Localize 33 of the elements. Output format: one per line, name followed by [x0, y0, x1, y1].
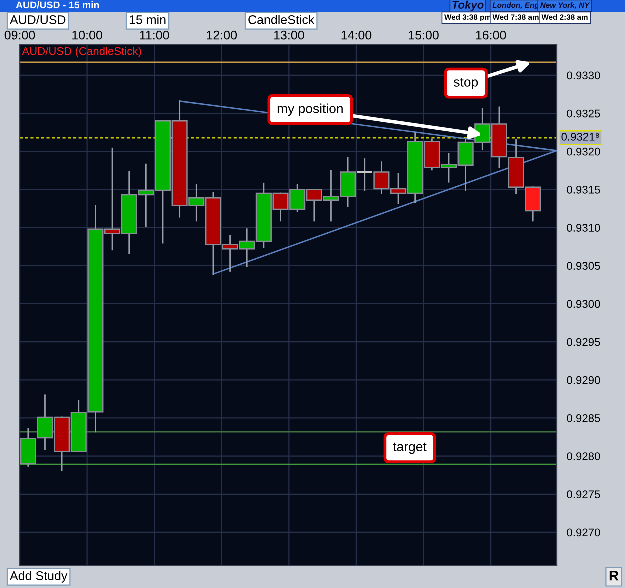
y-tick-label: 0.9285: [567, 414, 600, 422]
y-tick-label: 0.9270: [567, 528, 600, 537]
x-tick-label: 11:00: [140, 30, 170, 40]
y-tick-label: 0.9280: [567, 452, 600, 460]
y-tick-label: 0.9310: [567, 224, 600, 232]
y-tick-label: 0.9325: [567, 110, 600, 118]
text: 15 min: [130, 15, 166, 24]
y-tick-label: 0.9320: [567, 148, 600, 156]
x-tick-label: 13:00: [274, 30, 304, 40]
x-tick-label: 12:00: [207, 30, 238, 40]
chart-subtitle: AUD/USD (CandleStick): [22, 47, 142, 58]
y-tick-label: 0.9330: [567, 72, 600, 80]
y-tick-label: 0.9295: [567, 338, 600, 346]
annotation: target: [393, 442, 427, 454]
ref-line-label: 0.9321⁸: [562, 133, 600, 141]
y-tick-label: 0.9275: [567, 490, 600, 499]
text: CandleStick: [248, 15, 315, 24]
text: R: [610, 571, 619, 581]
y-tick-label: 0.9305: [567, 262, 600, 270]
x-tick-label: 14:00: [342, 30, 372, 40]
text: AUD/USD: [10, 15, 66, 24]
x-tick-label: 09:00: [4, 30, 36, 40]
x-tick-label: 10:00: [72, 30, 102, 40]
text: Tokyo: [452, 0, 484, 12]
y-tick-label: 0.9315: [567, 186, 600, 194]
chart-title: AUD/USD - 15 min: [16, 1, 100, 9]
x-tick-label: 16:00: [476, 30, 506, 40]
y-tick-label: 0.9300: [567, 300, 600, 308]
annotation: my position: [278, 104, 343, 116]
annotation: stop: [454, 78, 478, 90]
y-tick-label: 0.9290: [567, 376, 600, 384]
x-tick-label: 15:00: [409, 30, 439, 40]
text: Add Study: [10, 571, 68, 583]
